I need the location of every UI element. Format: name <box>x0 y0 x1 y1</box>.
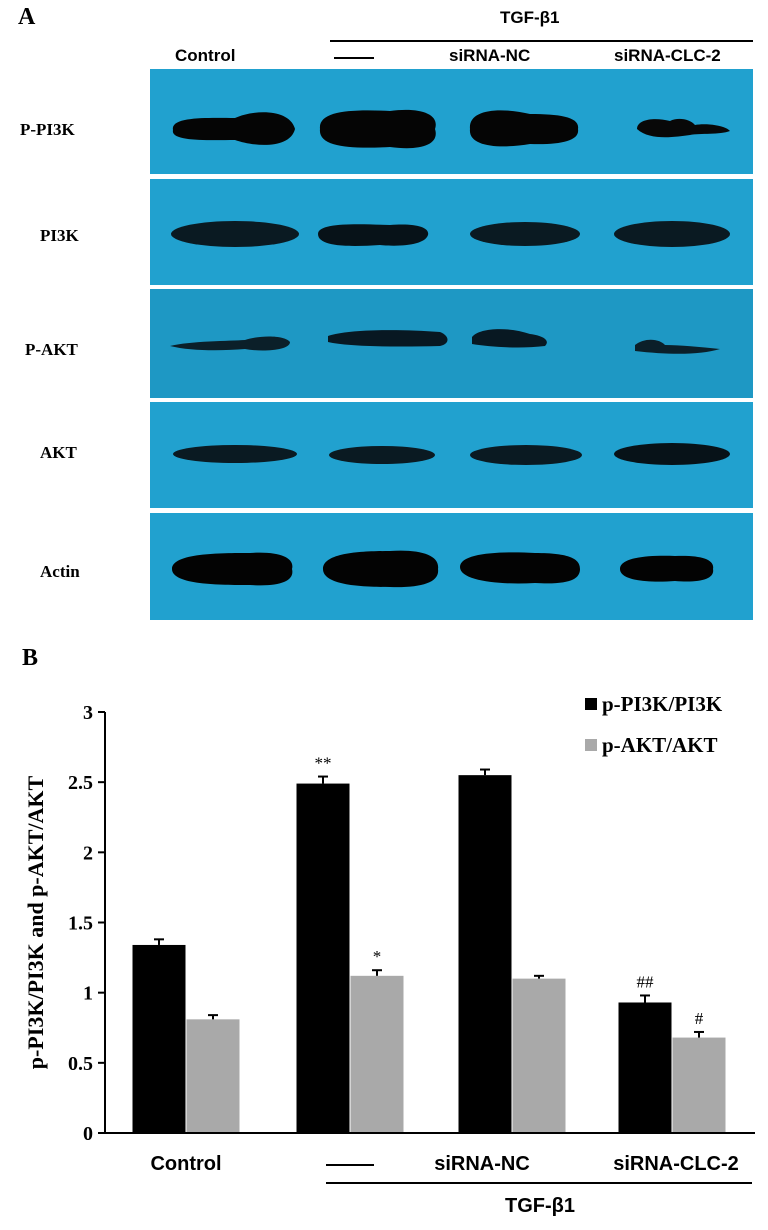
x-category-label: siRNA-CLC-2 <box>613 1153 739 1175</box>
bar-p-akt-2 <box>512 978 566 1133</box>
y-tick-label: 0 <box>83 1123 93 1145</box>
bar-p-pi3k-2 <box>458 775 512 1133</box>
legend-swatch <box>585 698 597 710</box>
significance-label: * <box>373 947 382 966</box>
blot-lane-sirna-nc: siRNA-NC <box>449 46 531 65</box>
blot-treatment-line <box>330 40 753 42</box>
y-tick-label: 0.5 <box>68 1053 93 1075</box>
blot-row-label-akt: AKT <box>40 443 77 462</box>
blot-strip-akt <box>150 402 753 508</box>
legend: p-PI3K/PI3K p-AKT/AKT <box>585 692 723 757</box>
blot-row-label-p-pi3k: P-PI3K <box>20 120 75 139</box>
panel-a-label: A <box>18 4 36 30</box>
y-tick-label: 1 <box>83 983 93 1005</box>
x-category-label: Control <box>150 1153 221 1175</box>
bar-p-pi3k-3 <box>618 1002 672 1133</box>
y-tick-label: 1.5 <box>68 913 93 935</box>
blot-treatment-header: TGF-β1 <box>500 8 560 27</box>
blot-row-label-p-akt: P-AKT <box>25 340 78 359</box>
blot-lane-control: Control <box>175 46 236 65</box>
legend-swatch <box>585 739 597 751</box>
blot-strip-p-akt <box>150 289 753 398</box>
bar-chart: 0 0.5 1 1.5 2 2.5 3 p-PI3K/PI3K and p-AKT/AKT *… <box>23 692 755 1217</box>
blot-strip-p-pi3k <box>150 69 753 174</box>
panel-b-label: B <box>22 645 39 671</box>
significance-label: ## <box>637 972 655 991</box>
significance-label: # <box>695 1009 704 1028</box>
bar-p-akt-0 <box>186 1019 240 1133</box>
y-axis-title: p-PI3K/PI3K and p-AKT/AKT <box>23 775 48 1069</box>
legend-label: p-AKT/AKT <box>602 733 718 757</box>
x-category-label: siRNA-NC <box>434 1153 530 1175</box>
blot-row-label-actin: Actin <box>40 562 80 581</box>
blot-lane-sirna-clc2: siRNA-CLC-2 <box>614 46 721 65</box>
y-axis: 0 0.5 1 1.5 2 2.5 3 p-PI3K/PI3K and p-AKT/AKT <box>23 702 106 1145</box>
group-label: TGF-β1 <box>505 1195 575 1217</box>
blot-strip-actin <box>150 513 753 620</box>
bar-p-pi3k-0 <box>132 944 186 1133</box>
bar-p-akt-1 <box>350 975 404 1133</box>
y-tick-label: 2 <box>83 842 93 864</box>
bars-group: ** ## * # <box>132 754 726 1133</box>
legend-label: p-PI3K/PI3K <box>602 692 723 716</box>
blot-strip-pi3k <box>150 179 753 285</box>
blot-lane-dash <box>334 57 374 59</box>
bar-p-pi3k-1 <box>296 783 350 1133</box>
x-axis: Control siRNA-NC siRNA-CLC-2 TGF-β1 <box>105 1132 755 1217</box>
blot-row-label-pi3k: PI3K <box>40 226 79 245</box>
bar-p-akt-3 <box>672 1037 726 1133</box>
y-tick-label: 3 <box>83 702 93 724</box>
significance-label: ** <box>315 754 332 773</box>
y-tick-label: 2.5 <box>68 772 93 794</box>
